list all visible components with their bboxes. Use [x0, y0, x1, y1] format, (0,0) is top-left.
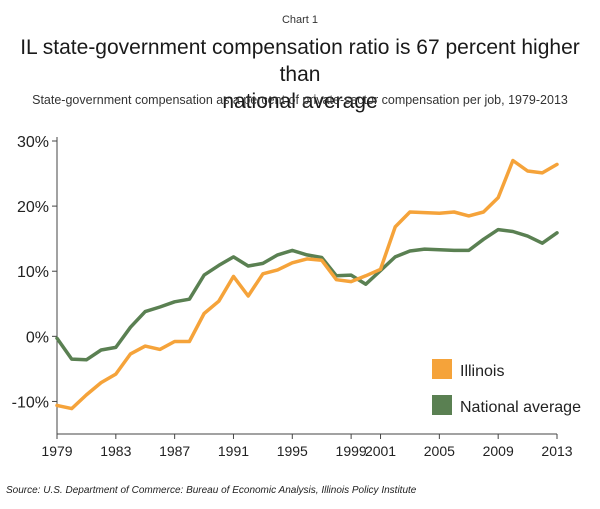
x-tick-label: 2009: [483, 443, 514, 459]
chart-legend: Illinois National average: [432, 359, 581, 416]
legend-label: National average: [460, 399, 581, 416]
legend-swatch: [432, 359, 452, 379]
x-tick-label: 1979: [41, 443, 72, 459]
legend-label: Illinois: [460, 363, 504, 380]
source-note: Source: U.S. Department of Commerce: Bur…: [6, 485, 417, 496]
chart-title-line-2: national average: [222, 90, 378, 113]
x-tick-label: 1983: [100, 443, 131, 459]
series-line-illinois: [55, 158, 559, 411]
chart-number-label: Chart 1: [281, 14, 319, 26]
x-tick-label: 1987: [159, 443, 190, 459]
x-tick-label: 1991: [218, 443, 249, 459]
chart-title: IL state-government compensation ratio i…: [0, 34, 600, 115]
y-tick-label: 20%: [17, 199, 49, 216]
x-tick-label: 1999: [336, 443, 367, 459]
x-tick-label: 2005: [424, 443, 455, 459]
y-tick-label: 0%: [26, 329, 49, 346]
chart-subtitle: State-government compensation as a perce…: [32, 93, 568, 107]
y-tick-label: -10%: [12, 394, 49, 411]
chart-title-line-1: IL state-government compensation ratio i…: [20, 36, 580, 86]
x-tick-label: 2013: [541, 443, 572, 459]
x-tick-label: 1995: [277, 443, 308, 459]
series-line-national-average: [55, 227, 559, 362]
chart-axes: -10%0%10%20%30%1979 1983 1987 1991 1995 19992…: [12, 134, 573, 459]
x-tick-label: 2001: [365, 443, 396, 459]
y-tick-label: 30%: [17, 134, 49, 151]
legend-swatch: [432, 395, 452, 415]
chart-series-group: [55, 158, 559, 411]
y-tick-label: 10%: [17, 264, 49, 281]
